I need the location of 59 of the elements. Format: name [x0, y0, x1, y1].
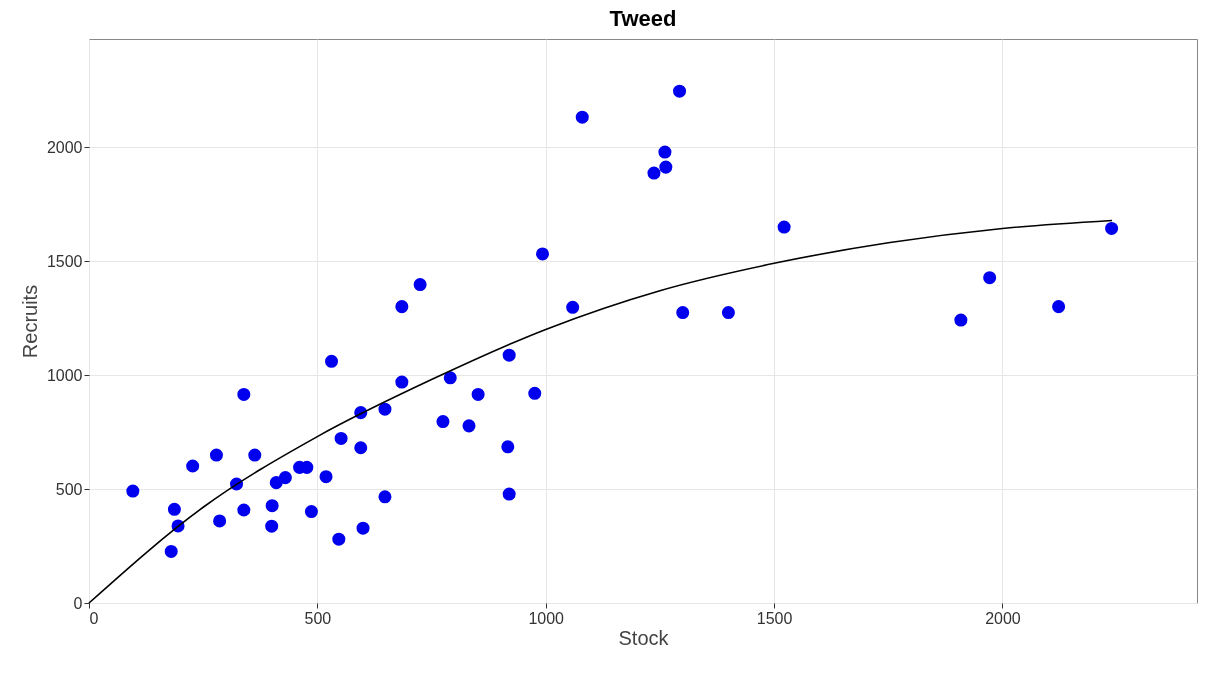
- point: [983, 271, 997, 285]
- point: [676, 306, 690, 320]
- point: [658, 145, 672, 159]
- chart-title: Tweed: [609, 6, 677, 31]
- point: [673, 84, 687, 98]
- y-tick-label: 1000: [46, 366, 83, 384]
- point: [1052, 300, 1066, 314]
- point: [502, 348, 516, 362]
- point: [167, 502, 181, 516]
- point: [126, 484, 140, 498]
- point: [659, 160, 673, 174]
- point: [237, 387, 251, 401]
- point: [395, 375, 409, 389]
- point: [647, 166, 661, 180]
- point: [209, 448, 223, 462]
- point: [164, 544, 178, 558]
- point: [462, 419, 476, 433]
- y-tick-label: 500: [55, 480, 83, 498]
- point: [265, 499, 279, 513]
- point: [186, 459, 200, 473]
- x-tick-label: 500: [304, 609, 332, 627]
- y-axis-title: Recruits: [18, 284, 41, 359]
- point: [413, 278, 427, 292]
- point: [536, 247, 550, 261]
- point: [356, 521, 370, 535]
- point: [325, 354, 339, 368]
- point: [278, 471, 292, 485]
- x-tick-label: 1500: [756, 609, 793, 627]
- y-tick-label: 2000: [46, 138, 83, 156]
- point: [721, 306, 735, 320]
- x-tick-label: 0: [89, 609, 99, 627]
- point: [395, 300, 409, 314]
- x-axis-title: Stock: [618, 626, 670, 649]
- point: [501, 440, 515, 454]
- point: [443, 371, 457, 385]
- point: [378, 490, 392, 504]
- point: [471, 387, 485, 401]
- point: [1105, 221, 1119, 235]
- point: [566, 300, 580, 314]
- point: [237, 503, 251, 517]
- point: [332, 532, 346, 546]
- point: [354, 441, 368, 455]
- point: [528, 386, 542, 400]
- point: [436, 415, 450, 429]
- point: [248, 448, 262, 462]
- point: [575, 110, 589, 124]
- point: [777, 220, 791, 234]
- point: [304, 505, 318, 519]
- point: [265, 519, 279, 533]
- point: [319, 470, 333, 484]
- x-tick-label: 1000: [528, 609, 565, 627]
- point: [213, 514, 227, 528]
- x-tick-label: 2000: [985, 609, 1021, 627]
- y-tick-label: 0: [73, 594, 83, 612]
- point: [954, 313, 968, 327]
- point: [378, 402, 392, 416]
- point: [334, 431, 348, 445]
- point: [502, 487, 516, 501]
- y-tick-label: 1500: [46, 252, 83, 270]
